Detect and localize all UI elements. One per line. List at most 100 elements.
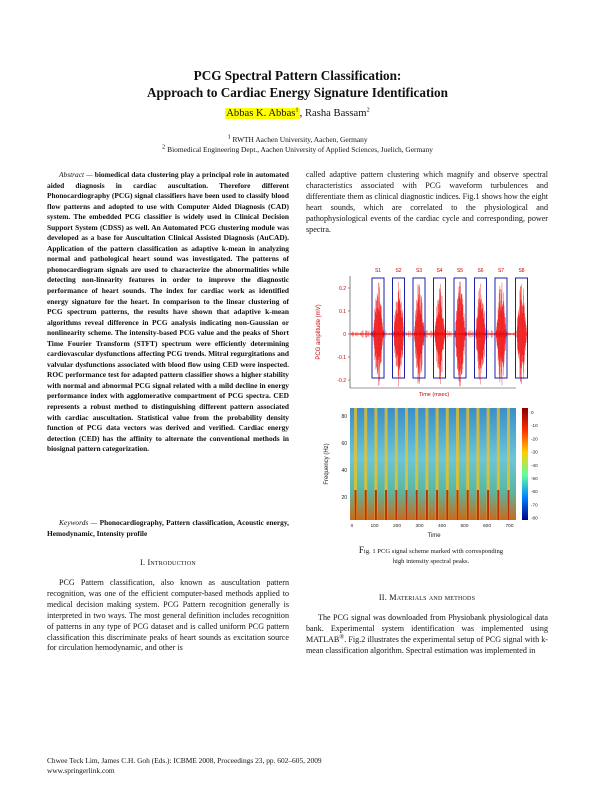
spectrogram-band-low: [374, 490, 377, 520]
colorbar-tick-label: -50: [531, 476, 538, 481]
introduction-text: PCG Pattern classification, also known a…: [47, 578, 289, 653]
top-y-tick-label: -0.1: [337, 355, 346, 361]
abstract-lead: Abstract —: [59, 170, 93, 179]
methods-text-a: The PCG signal was downloaded from Physi…: [306, 613, 548, 644]
colorbar-ticks: 0 -10 -20 -30 -40 -50 -60 -70 -80: [531, 410, 538, 521]
colorbar-tick-label: -60: [531, 489, 538, 494]
bottom-x-tick-label: 700: [505, 523, 513, 529]
section-2-heading: II. Materials and methods: [306, 593, 548, 602]
spectrogram-band-low: [476, 490, 479, 520]
author-list: Abbas K. Abbas1, Rasha Bassam2: [0, 106, 595, 119]
section-1-number: I.: [140, 558, 148, 567]
spectrogram-band: [507, 408, 510, 520]
spectrogram-band: [374, 408, 378, 520]
bottom-y-tick-label: 60: [341, 441, 347, 447]
author-2-name: Rasha Bassam: [304, 108, 367, 119]
spectrogram-band: [476, 408, 480, 520]
segment-label: S4: [436, 268, 442, 274]
introduction-paragraph: PCG Pattern classification, also known a…: [47, 578, 289, 654]
colorbar: [522, 408, 528, 520]
top-y-tick-label: -0.2: [337, 378, 346, 384]
spectrogram-band: [405, 408, 408, 520]
segment-box: [371, 277, 385, 379]
affiliation-2: 2 Biomedical Engineering Dept., Aachen U…: [0, 143, 595, 155]
pcg-waveform-panel: 0.2 0.1 0 -0.1 -0.2 PCG amplitude (mV) Time …: [316, 268, 528, 398]
section-1-heading: I. Introduction: [47, 558, 289, 567]
colorbar-tick-label: -70: [531, 502, 538, 507]
spectrogram-band: [364, 408, 368, 520]
top-y-label: PCG amplitude (mV): [316, 304, 322, 359]
spectrogram-band-low: [456, 490, 459, 520]
segment-label: S3: [416, 268, 422, 274]
section-2-number: II.: [378, 593, 390, 602]
right-column-text: called adaptive pattern clustering which…: [306, 170, 548, 234]
spectrogram-band: [466, 408, 470, 520]
spectrogram-band-low: [415, 490, 418, 520]
top-y-tick-label: 0: [343, 332, 346, 338]
segment-box: [412, 277, 426, 379]
colorbar-tick-label: -40: [531, 463, 538, 468]
paper-title: PCG Spectral Pattern Classification: App…: [0, 67, 595, 101]
bottom-y-ticks: 80 60 40 20: [341, 414, 347, 501]
author-1-sup: 1: [295, 106, 299, 114]
segment-box: [453, 277, 467, 379]
bottom-y-tick-label: 40: [341, 468, 347, 474]
keywords-lead: Keywords —: [59, 518, 98, 527]
spectrogram-band-low: [425, 490, 428, 520]
segment-box: [474, 277, 487, 379]
spectrogram-band: [486, 408, 490, 520]
bottom-x-tick-label: 100: [370, 523, 378, 529]
methods-paragraph: The PCG signal was downloaded from Physi…: [306, 613, 548, 657]
segment-box: [433, 277, 446, 379]
figure-1: 0.2 0.1 0 -0.1 -0.2 PCG amplitude (mV) Time …: [316, 268, 538, 539]
abstract: Abstract — biomedical data clustering pl…: [47, 170, 289, 455]
bottom-x-tick-label: 500: [460, 523, 468, 529]
footer-url: www.springerlink.com: [47, 766, 115, 775]
segment-box: [515, 277, 528, 379]
keywords-text: Phonocardiography, Pattern classificatio…: [47, 518, 289, 538]
keywords: Keywords — Phonocardiography, Pattern cl…: [47, 518, 289, 539]
spectrogram-bands: [354, 408, 510, 520]
methods-text-b: . Fig.2 illustrates the experimental set…: [306, 634, 548, 655]
heart-sound-segments: S1 S2 S3 S4 S5 S6 S7 S8: [371, 268, 528, 379]
segment-label: S1: [375, 268, 381, 274]
segment-label: S6: [477, 268, 483, 274]
footer: Chwee Teck Lim, James C.H. Goh (Eds.): I…: [47, 756, 322, 776]
author-1: Abbas K. Abbas1: [225, 106, 300, 119]
bottom-x-tick-label: 400: [438, 523, 446, 529]
spectrogram-band: [425, 408, 429, 520]
footer-citation: Chwee Teck Lim, James C.H. Goh (Eds.): I…: [47, 756, 322, 765]
spectrogram-band-low: [364, 490, 367, 520]
affiliation-1: 1 RWTH Aachen University, Aachen, German…: [0, 133, 595, 145]
spectrogram-band-low: [466, 490, 469, 520]
figure-1-caption: Fig. 1 PCG signal scheme marked with cor…: [326, 545, 536, 566]
colorbar-tick-label: 0: [531, 410, 534, 415]
abstract-text: biomedical data clustering play a princi…: [47, 170, 289, 454]
spectrogram-band-low: [385, 490, 388, 520]
caption-text: ig. 1 PCG signal scheme marked with corr…: [363, 548, 504, 555]
caption-line-1: Fig. 1 PCG signal scheme marked with cor…: [326, 545, 536, 557]
spectrogram-band-low: [507, 490, 510, 520]
bottom-y-label: Frequency (Hz): [324, 443, 330, 484]
segment-label: S7: [498, 268, 504, 274]
affiliation-2-sup: 2: [162, 143, 166, 151]
top-y-ticks: 0.2 0.1 0 -0.1 -0.2: [337, 286, 350, 384]
section-1-title: Introduction: [147, 558, 196, 567]
spectrogram-band-low: [354, 490, 357, 520]
title-line-2: Approach to Cardiac Energy Signature Ide…: [146, 85, 448, 100]
spectrogram-band-low: [436, 490, 439, 520]
right-column-paragraph: called adaptive pattern clustering which…: [306, 170, 548, 235]
author-2-sup: 2: [366, 106, 370, 114]
spectrogram-band-low: [487, 490, 490, 520]
author-separator: ,: [299, 108, 305, 119]
colorbar-tick-label: -10: [531, 423, 538, 428]
title-line-1: PCG Spectral Pattern Classification:: [193, 68, 402, 83]
bottom-y-tick-label: 20: [341, 495, 347, 501]
bottom-x-tick-label: 600: [483, 523, 491, 529]
spectrogram-band: [415, 408, 419, 520]
bottom-x-tick-label: 300: [415, 523, 423, 529]
affiliation-1-sup: 1: [227, 133, 231, 141]
spectrogram-band-low: [446, 490, 449, 520]
spectrogram-band: [384, 408, 388, 520]
spectrogram-band: [445, 408, 449, 520]
